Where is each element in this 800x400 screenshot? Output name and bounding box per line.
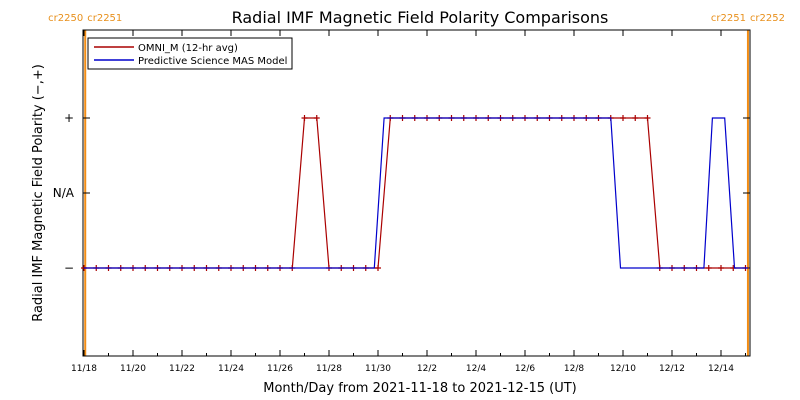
x-tick-label: 12/10 (610, 364, 636, 374)
legend-label-mas: Predictive Science MAS Model (138, 56, 287, 67)
data-point-marker (375, 265, 381, 271)
x-axis-label: Month/Day from 2021-11-18 to 2021-12-15 … (263, 381, 576, 396)
y-axis: + N/A − (53, 111, 750, 275)
x-tick-label: 12/14 (708, 364, 734, 374)
x-tick-label: 12/8 (564, 364, 584, 374)
x-axis: 11/18 11/20 11/22 11/24 11/26 11/28 11/30 12/2 1… (71, 30, 746, 374)
data-point-marker (620, 115, 626, 121)
x-tick-label: 12/12 (659, 364, 685, 374)
data-point-marker (718, 265, 724, 271)
carrington-lines (84, 30, 749, 356)
x-tick-label: 12/4 (466, 364, 486, 374)
legend-label-omni: OMNI_M (12-hr avg) (138, 43, 238, 54)
carrington-label-left: cr2250 (48, 13, 83, 24)
x-tick-label: 12/6 (515, 364, 535, 374)
series-line-0 (84, 117, 746, 269)
data-point-marker (632, 115, 639, 121)
y-axis-label: Radial IMF Magnetic Field Polarity (−,+) (31, 64, 46, 322)
x-tick-label: 11/20 (120, 364, 146, 374)
series-line-1 (84, 117, 748, 269)
plot-area (81, 115, 749, 271)
x-tick-label: 12/2 (417, 364, 437, 374)
x-tick-label: 11/24 (218, 364, 244, 374)
x-tick-label: 11/22 (169, 364, 195, 374)
carrington-label-right: cr2252 (750, 13, 785, 24)
x-tick-label: 11/26 (267, 364, 293, 374)
x-tick-label: 11/18 (71, 364, 97, 374)
carrington-labels: cr2250 cr2251 cr2251 cr2252 (48, 13, 785, 24)
data-point-marker (301, 115, 308, 121)
x-tick-label: 11/28 (316, 364, 342, 374)
y-tick-label: + (64, 111, 74, 125)
data-point-marker (705, 265, 712, 271)
chart-title: Radial IMF Magnetic Field Polarity Compa… (232, 8, 609, 27)
carrington-label-left: cr2251 (711, 13, 746, 24)
plot-frame (82, 29, 751, 357)
data-point-marker (313, 115, 320, 121)
data-point-marker (644, 115, 651, 121)
legend: OMNI_M (12-hr avg) Predictive Science MA… (87, 37, 293, 70)
x-tick-label: 11/30 (365, 364, 391, 374)
legend-box (87, 37, 293, 70)
carrington-label-right: cr2251 (87, 13, 122, 24)
y-tick-label: N/A (53, 186, 75, 200)
y-tick-label: − (64, 261, 74, 275)
